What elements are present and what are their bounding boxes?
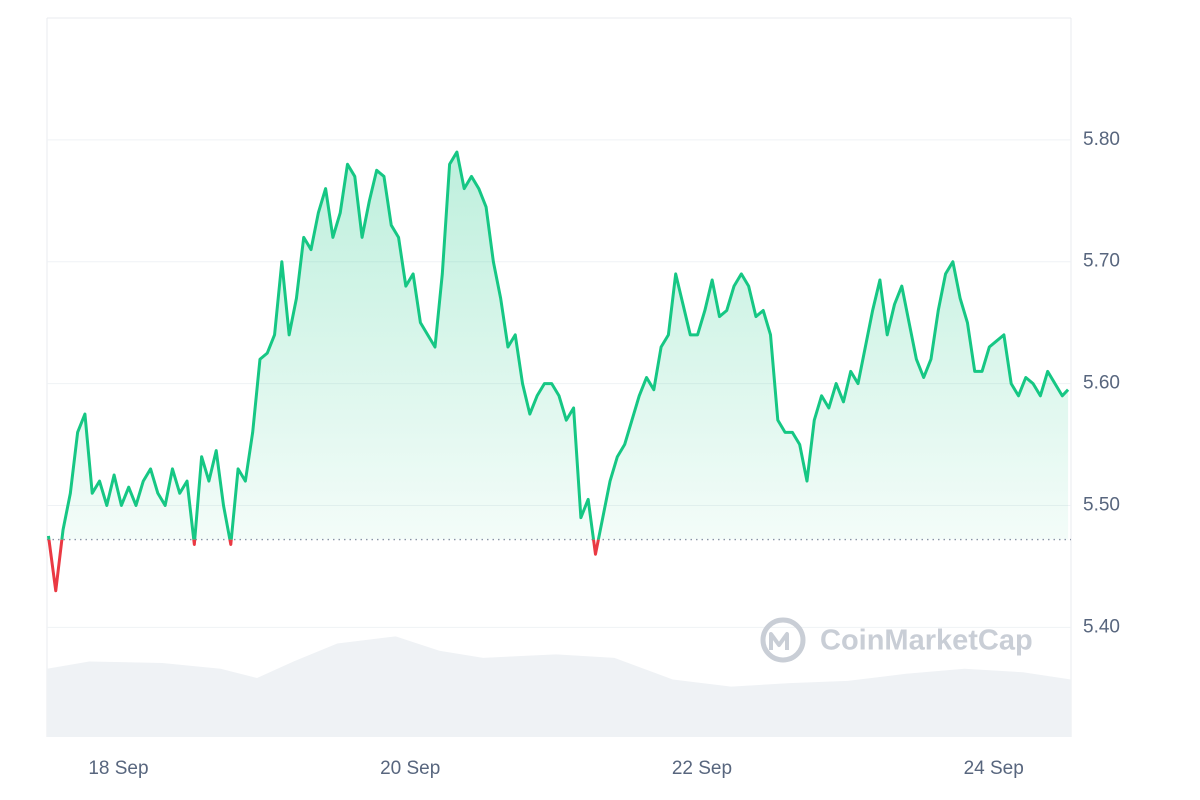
y-tick-label: 5.50 xyxy=(1083,494,1120,515)
y-tick-label: 5.40 xyxy=(1083,616,1120,637)
x-tick-label: 22 Sep xyxy=(672,758,732,779)
watermark: CoinMarketCap xyxy=(760,617,1033,663)
volume-area xyxy=(47,636,1071,737)
axis-layer: 5.40 5.50 5.60 5.70 5.80 18 Sep 20 Sep 22 Sep 24… xyxy=(88,129,1120,779)
volume-layer xyxy=(47,636,1071,737)
y-tick-label: 5.60 xyxy=(1083,373,1120,394)
x-tick-label: 24 Sep xyxy=(964,758,1024,779)
y-tick-label: 5.70 xyxy=(1083,251,1120,272)
watermark-text: CoinMarketCap xyxy=(820,625,1033,657)
y-tick-label: 5.80 xyxy=(1083,129,1120,150)
data-layer xyxy=(46,150,1071,593)
x-tick-label: 20 Sep xyxy=(380,758,440,779)
price-line xyxy=(46,150,1070,540)
watermark-logo-mark xyxy=(769,632,789,650)
watermark-logo xyxy=(760,617,806,663)
x-tick-label: 18 Sep xyxy=(88,758,148,779)
price-area xyxy=(48,152,1069,540)
